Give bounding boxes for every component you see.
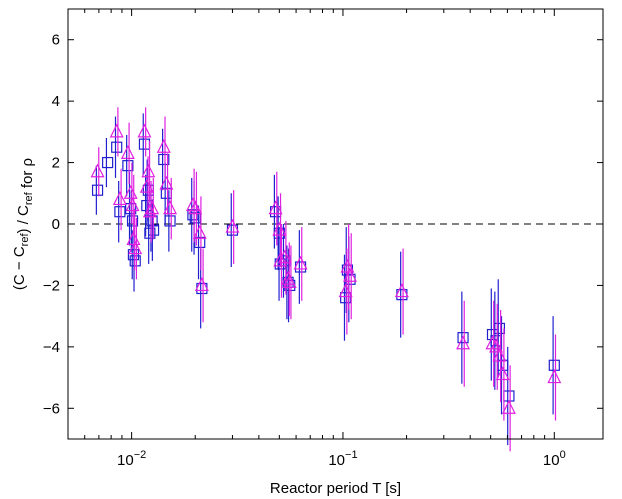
data-point xyxy=(159,175,174,190)
data-point xyxy=(144,227,156,239)
data-point xyxy=(194,236,206,249)
data-point xyxy=(394,283,409,298)
data-point xyxy=(194,277,209,292)
data-point xyxy=(123,184,138,199)
data-point xyxy=(192,224,207,239)
y-tick-label: 6 xyxy=(52,32,60,49)
tick-labels: −6 −4 −2 0 2 4 6 10−2 10−1 100 xyxy=(43,32,566,469)
data-point xyxy=(158,153,170,166)
data-point xyxy=(139,178,154,193)
data-point xyxy=(126,215,139,227)
data-point xyxy=(188,200,203,215)
data-point xyxy=(187,209,199,221)
data-point xyxy=(111,141,123,153)
x-axis-label: Reactor period T [s] xyxy=(270,480,401,497)
data-point xyxy=(146,215,158,227)
data-point xyxy=(114,206,126,218)
y-tick-label: 4 xyxy=(52,93,60,110)
y-axis-label: (C − Cref) / Cref for ρ xyxy=(11,158,36,290)
y-tick-label: 2 xyxy=(52,155,60,172)
data-point xyxy=(163,200,178,215)
data-point xyxy=(112,191,127,206)
data-point xyxy=(547,369,562,384)
data-point xyxy=(145,200,160,215)
data-point xyxy=(137,123,152,138)
data-point xyxy=(125,203,137,215)
data-point xyxy=(282,274,297,288)
data-point xyxy=(456,335,471,350)
y-tick-label: −4 xyxy=(43,339,60,356)
data-point xyxy=(225,218,240,233)
data-point xyxy=(273,252,288,267)
data-point xyxy=(340,258,355,273)
x-tick-label: 10−2 xyxy=(117,449,146,469)
y-tick-label: −2 xyxy=(43,277,60,294)
data-point xyxy=(90,163,105,178)
data-point xyxy=(457,332,469,344)
x-tick-label: 100 xyxy=(543,449,566,469)
data-point xyxy=(128,240,143,255)
data-point xyxy=(501,399,516,414)
data-point xyxy=(185,197,200,212)
data-point xyxy=(120,145,135,159)
data-point xyxy=(164,215,176,227)
series-triangle xyxy=(90,107,562,452)
y-tick-label: −6 xyxy=(43,400,60,417)
x-tick-label: 10−1 xyxy=(328,449,357,469)
data-point xyxy=(343,267,357,282)
data-point xyxy=(492,347,507,362)
data-point xyxy=(495,366,510,381)
data-point xyxy=(91,184,104,196)
data-point xyxy=(102,156,114,169)
y-tick-label: 0 xyxy=(52,216,60,233)
data-point xyxy=(272,221,287,236)
data-point xyxy=(156,138,171,153)
data-point xyxy=(109,123,124,138)
data-point xyxy=(268,200,283,215)
data-point xyxy=(489,338,503,353)
data-point xyxy=(125,197,140,212)
data-point xyxy=(293,255,308,270)
data-point xyxy=(122,160,134,172)
data-point xyxy=(338,283,353,298)
data-point xyxy=(277,249,292,264)
data-point xyxy=(142,203,157,218)
axes xyxy=(67,8,604,440)
data-point xyxy=(485,335,500,350)
data-point xyxy=(189,212,201,224)
data-point xyxy=(127,249,140,261)
series-layer xyxy=(90,107,562,452)
data-point xyxy=(141,163,156,178)
